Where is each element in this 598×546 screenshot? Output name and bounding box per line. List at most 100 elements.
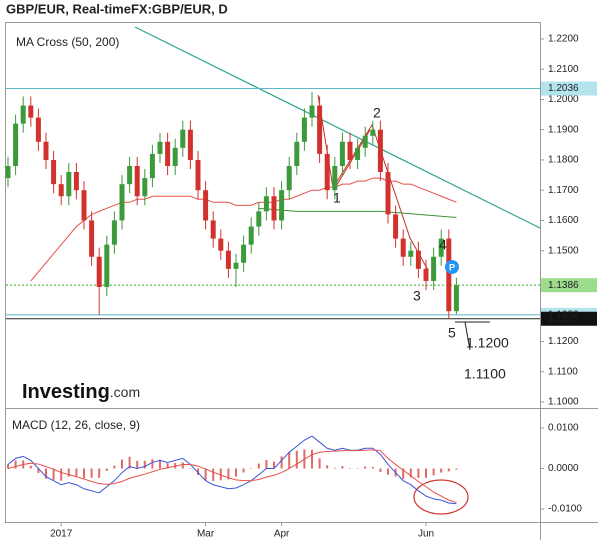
candle-body (96, 256, 102, 287)
macd-histogram-bar (159, 459, 161, 469)
macd-histogram-bar (341, 466, 344, 469)
candle-body (81, 190, 87, 221)
candle-body (438, 238, 444, 257)
y-tick-label: 1.2200 (548, 34, 579, 45)
candle-body (58, 184, 64, 197)
annotation: 1.1200 (466, 335, 509, 351)
price-box (541, 278, 597, 293)
y-tick-label: 1.1800 (548, 155, 579, 166)
macd-histogram-bar (371, 466, 374, 469)
candle-body (127, 165, 133, 185)
macd-histogram-bar (29, 465, 32, 469)
highlight-circle (413, 479, 469, 515)
candle-body (256, 211, 262, 227)
candle-body (28, 105, 34, 118)
macd-histogram-bar (166, 463, 169, 469)
macd-histogram-bar (311, 449, 313, 469)
macd-histogram-bar (37, 468, 40, 473)
candle-body (119, 184, 125, 221)
price-box-label: 1.1275 (548, 313, 579, 324)
candle-body (203, 190, 209, 221)
macd-histogram-bar (417, 468, 420, 478)
trend-line (134, 26, 541, 229)
candle-body (370, 129, 376, 136)
candle-body (286, 165, 292, 191)
x-tick-label: Jun (418, 529, 434, 540)
candle-body (172, 147, 178, 166)
candle-body (43, 141, 49, 160)
candle-body (294, 141, 300, 166)
macd-histogram-bar (402, 468, 405, 480)
macd-histogram-bar (128, 456, 131, 469)
y-tick-label: 1.1700 (548, 185, 579, 196)
candle-body (149, 153, 155, 179)
marker (445, 260, 459, 274)
macd-histogram-bar (356, 468, 359, 469)
macd-histogram-bar (364, 466, 367, 469)
candle-body (111, 220, 117, 245)
macd-histogram-bar (409, 468, 412, 478)
candle-body (446, 238, 452, 312)
y-tick-label: 1.1900 (548, 124, 579, 135)
macd-histogram-bar (242, 468, 245, 473)
y-tick-label: 1.1000 (548, 397, 579, 408)
candle-body (157, 141, 163, 154)
candle-body (35, 117, 41, 142)
candle-body (233, 262, 239, 269)
macd-label: MACD (12, 26, close, 9) (12, 418, 140, 432)
macd-histogram-bar (265, 460, 268, 469)
macd-histogram-bar (83, 468, 85, 479)
macd-histogram-bar (273, 461, 275, 469)
candle-body (377, 129, 383, 173)
candle-body (453, 285, 459, 312)
macd-histogram-bar (197, 468, 199, 475)
macd-histogram-bar (7, 464, 9, 469)
candle-body (271, 196, 277, 221)
candle-body (73, 172, 79, 191)
macd-histogram-bar (333, 467, 336, 469)
macd-histogram-bar (14, 460, 17, 469)
candle-body (301, 117, 307, 142)
candle-body (332, 165, 338, 191)
macd-histogram-bar (67, 468, 70, 477)
candle-body (241, 244, 247, 263)
price-box-label: 1.2036 (548, 83, 579, 94)
wave-label: 3 (413, 288, 421, 304)
candle-body (355, 147, 361, 160)
wave-label: 5 (448, 325, 456, 341)
moving-average (30, 177, 457, 282)
y-tick-label: 1.1100 (548, 366, 578, 377)
macd-histogram-bar (181, 462, 184, 469)
candle-body (415, 250, 421, 269)
plot: 1.2200 1.2100 1.2000 1.1900 1.1800 1.1700 1.16… (5, 34, 597, 540)
macd-histogram-bar (98, 468, 101, 478)
logo-name: Investing (22, 381, 110, 403)
macd-histogram-bar (447, 468, 450, 472)
macd-histogram-bar (212, 468, 215, 482)
wave-label: 4 (439, 237, 447, 253)
macd-histogram-bar (318, 458, 321, 469)
x-tick-label: Apr (274, 529, 290, 540)
candle-body (89, 220, 95, 257)
y-tick-label: 1.2000 (548, 94, 579, 105)
macd-histogram-bar (295, 450, 298, 469)
macd-histogram-bar (440, 468, 443, 473)
candle-body (195, 159, 201, 191)
candle-body (263, 196, 269, 212)
macd-histogram-bar (219, 468, 222, 481)
marker-label: P (449, 262, 455, 272)
price-box (541, 311, 597, 326)
macd-histogram-bar (52, 468, 55, 480)
x-tick-label: Mar (197, 529, 215, 540)
candle-body (248, 226, 254, 245)
candle-body (66, 172, 72, 197)
y-tick-label: 1.1500 (548, 245, 579, 256)
wave-label: 2 (373, 105, 381, 121)
logo-suffix: .com (110, 384, 140, 400)
candle-body (210, 220, 216, 239)
candle-body (51, 159, 57, 185)
macd-histogram-bar (75, 468, 78, 477)
y2-tick-label: 0.0000 (548, 463, 579, 474)
